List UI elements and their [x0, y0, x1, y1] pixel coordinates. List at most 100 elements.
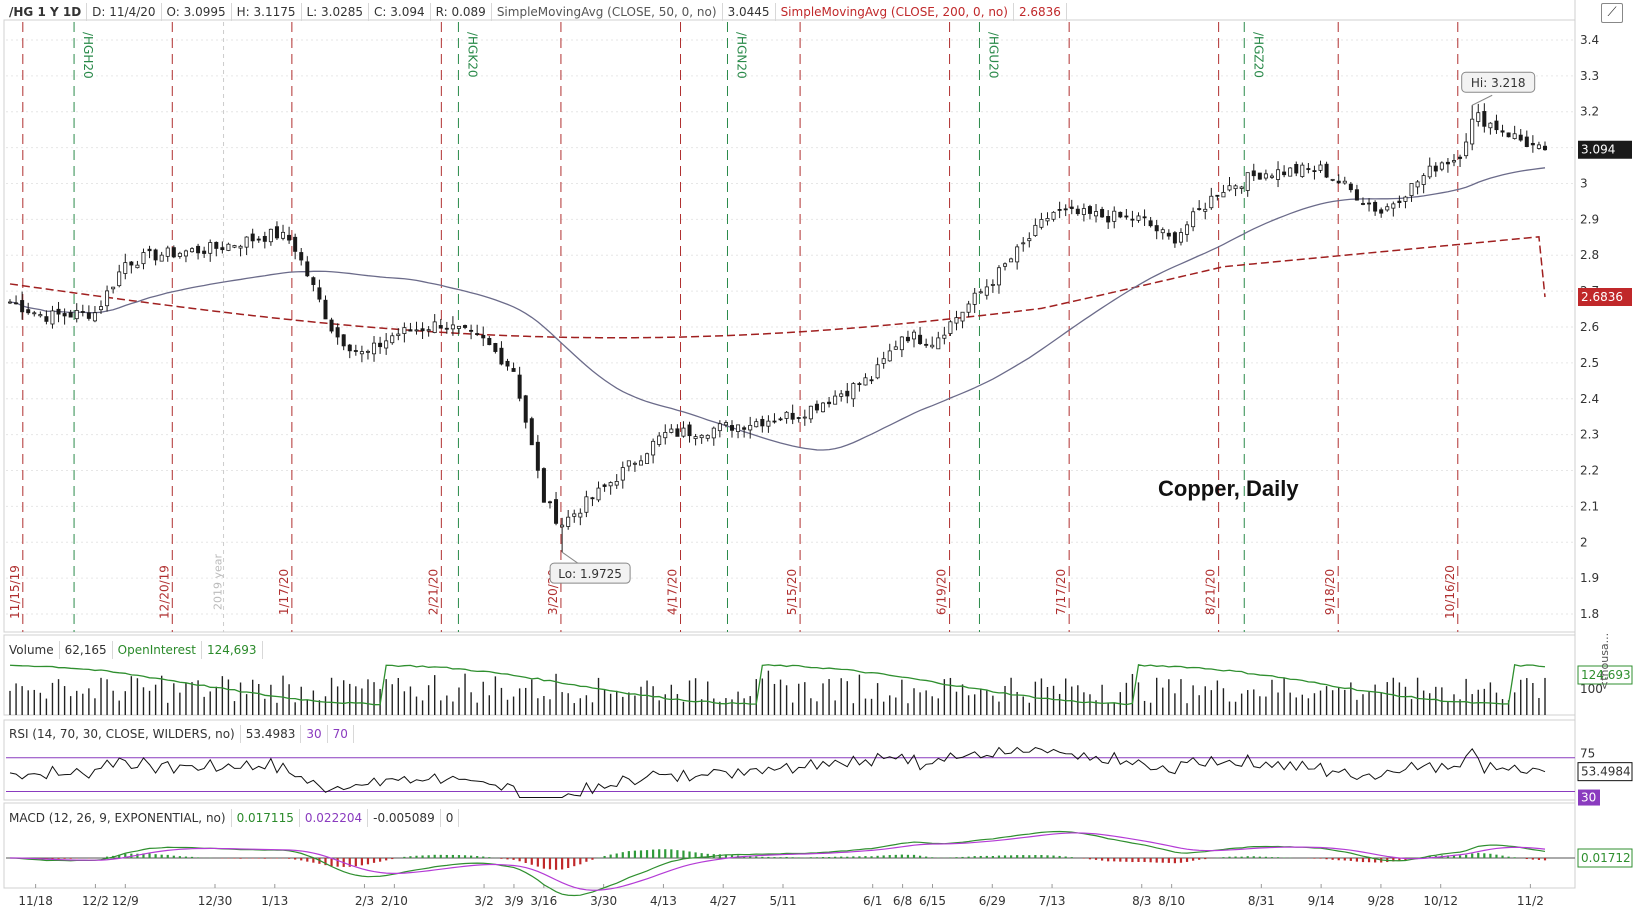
candle-body: [56, 308, 61, 315]
roll-date-label: 2/21/20: [426, 569, 440, 615]
candle-body: [523, 395, 528, 423]
macd-value: 0.017115: [232, 809, 300, 827]
candle-body: [796, 417, 801, 419]
candle-body: [729, 425, 734, 431]
candle-body: [875, 364, 880, 379]
expiry-label: /HGH20: [81, 32, 95, 79]
candle-body: [408, 329, 413, 332]
candle-body: [1142, 216, 1147, 219]
candle-body: [620, 467, 625, 481]
candle-body: [1239, 186, 1244, 189]
candle-body: [1336, 180, 1341, 184]
candle-body: [1172, 232, 1177, 244]
candle-body: [851, 383, 856, 400]
candle-body: [1439, 162, 1444, 170]
open-label: O: 3.0995: [162, 3, 232, 21]
candle-body: [1318, 164, 1323, 171]
roll-date-label: 6/19/20: [935, 569, 949, 615]
candle-body: [80, 311, 85, 313]
candle-body: [74, 310, 79, 320]
candle-body: [1215, 194, 1220, 197]
year-marker-label: 2019 year: [212, 554, 225, 611]
rsi-line: [9, 746, 1546, 798]
candle-body: [802, 416, 807, 419]
candle-body: [905, 336, 910, 342]
candle-body: [845, 390, 850, 397]
y-tick-label: 3.4: [1580, 33, 1599, 47]
high-label-box: [1461, 71, 1536, 93]
candle-body: [68, 312, 73, 318]
sma200-label[interactable]: SimpleMovingAvg (CLOSE, 200, 0, no): [776, 3, 1014, 21]
candle-body: [281, 231, 286, 239]
candle-body: [1081, 208, 1086, 215]
rsi-bound-tag-bg: [1578, 789, 1600, 806]
candle-body: [1494, 120, 1499, 131]
roll-date-label: 7/17/20: [1054, 569, 1068, 615]
candle-body: [1543, 145, 1548, 151]
candle-body: [384, 340, 389, 349]
rsi-tick-label: 75: [1580, 746, 1595, 760]
candle-body: [723, 422, 728, 426]
candle-body: [626, 460, 631, 467]
candle-body: [1203, 208, 1208, 212]
macd-tag: 0.01712: [1581, 851, 1631, 865]
candle-body: [487, 337, 492, 346]
candle-body: [38, 314, 43, 317]
candle-body: [790, 412, 795, 420]
candle-body: [1257, 172, 1262, 180]
candle-body: [705, 434, 710, 439]
open-interest-label[interactable]: OpenInterest: [113, 641, 202, 659]
candle-body: [426, 329, 431, 332]
candle-body: [1227, 185, 1232, 191]
volume-unit-label: <thousa...: [1598, 632, 1611, 690]
roll-date-label: 11/15/19: [8, 565, 22, 619]
candle-body: [1524, 136, 1529, 148]
macd-tag-bg: [1577, 848, 1633, 868]
low-label: Lo: 1.9725: [558, 567, 622, 581]
candle-body: [1027, 238, 1032, 242]
candle-body: [359, 351, 364, 355]
drawing-tools-icon[interactable]: ⟋: [1601, 3, 1623, 23]
candle-body: [1276, 169, 1281, 180]
candle-body: [135, 264, 140, 269]
candle-body: [1209, 195, 1214, 209]
candle-body: [1251, 170, 1256, 177]
candle-body: [638, 460, 643, 466]
candle-body: [123, 262, 128, 274]
candle-body: [238, 245, 243, 249]
candle-body: [117, 271, 122, 287]
symbol-label[interactable]: /HG 1 Y 1D: [4, 3, 88, 21]
open-interest-line: [9, 663, 1546, 706]
candle-body: [44, 316, 49, 322]
candle-body: [499, 347, 504, 365]
candle-body: [517, 374, 522, 399]
x-tick-label: 9/28: [1367, 894, 1394, 908]
candle-body: [936, 337, 941, 350]
candle-body: [1427, 165, 1432, 178]
volume-title[interactable]: Volume: [4, 641, 60, 659]
candle-body: [681, 427, 686, 437]
candle-body: [1536, 144, 1541, 149]
candle-body: [669, 428, 674, 433]
candle-body: [1178, 232, 1183, 243]
candle-body: [20, 300, 25, 313]
rsi-title[interactable]: RSI (14, 70, 30, CLOSE, WILDERS, no): [4, 725, 241, 743]
candle-body: [663, 432, 668, 439]
sma50-label[interactable]: SimpleMovingAvg (CLOSE, 50, 0, no): [492, 3, 723, 21]
x-tick-label: 8/10: [1158, 894, 1185, 908]
candle-body: [1160, 229, 1165, 234]
roll-date-label: 5/15/20: [785, 569, 799, 615]
x-tick-label: 2/3: [355, 894, 374, 908]
candle-body: [329, 319, 334, 332]
candle-body: [1148, 220, 1153, 227]
candle-body: [1124, 215, 1129, 218]
candle-body: [1269, 175, 1274, 178]
candle-body: [208, 242, 213, 254]
high-pointer: [1471, 94, 1493, 106]
candle-body: [1354, 189, 1359, 201]
x-tick-label: 11/2: [1517, 894, 1544, 908]
candle-body: [1185, 224, 1190, 235]
macd-title[interactable]: MACD (12, 26, 9, EXPONENTIAL, no): [4, 809, 232, 827]
candle-body: [1464, 141, 1469, 157]
